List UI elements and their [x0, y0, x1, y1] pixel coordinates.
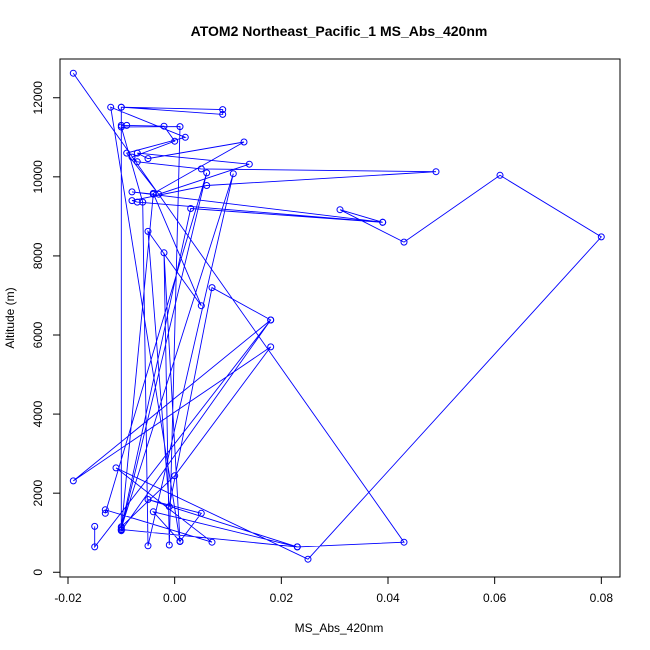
series-layer	[69, 69, 605, 563]
x-tick-label: 0.06	[483, 591, 507, 605]
data-point	[496, 171, 504, 179]
data-point	[101, 509, 109, 517]
data-point	[123, 149, 131, 157]
data-point	[144, 155, 152, 163]
data-point	[117, 123, 125, 131]
data-point	[208, 538, 216, 546]
data-point	[197, 509, 205, 517]
x-tick-label: -0.02	[54, 591, 82, 605]
data-point	[181, 133, 189, 141]
data-point	[267, 316, 275, 324]
x-axis-ticks: -0.02 0.00 0.02 0.04 0.06 0.08	[54, 577, 613, 605]
data-point	[219, 110, 227, 118]
data-point	[160, 249, 168, 257]
y-tick-label: 10000	[31, 160, 45, 194]
data-point	[133, 149, 141, 157]
data-point	[155, 190, 163, 198]
series-line	[72, 72, 603, 560]
y-tick-label: 12000	[31, 81, 45, 115]
data-point	[112, 464, 120, 472]
x-tick-label: 0.04	[376, 591, 400, 605]
data-point	[165, 503, 173, 511]
data-point	[336, 206, 344, 214]
data-point	[117, 526, 125, 534]
data-point	[69, 69, 77, 77]
data-point	[304, 555, 312, 563]
y-tick-label: 8000	[31, 242, 45, 269]
data-point	[133, 158, 141, 166]
data-point	[203, 182, 211, 189]
data-point	[128, 153, 136, 161]
data-point	[240, 138, 248, 146]
x-axis-label: MS_Abs_420nm	[295, 621, 384, 635]
data-point	[144, 496, 152, 503]
data-point	[597, 233, 605, 241]
data-point	[379, 218, 387, 226]
y-tick-label: 6000	[31, 321, 45, 348]
data-point	[91, 522, 99, 530]
data-point	[267, 343, 275, 351]
data-point	[229, 170, 237, 178]
data-point	[400, 238, 408, 246]
data-point	[149, 508, 157, 516]
y-axis-ticks: 0 2000 4000 6000 8000 10000 12000	[31, 81, 60, 576]
data-point	[432, 168, 440, 176]
data-point	[107, 103, 115, 111]
y-axis-label: Altitude (m)	[3, 287, 17, 348]
y-tick-label: 0	[31, 569, 45, 576]
data-point	[144, 542, 152, 550]
data-point	[197, 302, 205, 310]
y-tick-label: 2000	[31, 480, 45, 507]
data-point	[165, 541, 173, 549]
data-point	[208, 284, 216, 292]
points-layer	[69, 69, 605, 563]
chart-title: ATOM2 Northeast_Pacific_1 MS_Abs_420nm	[191, 23, 488, 39]
data-point	[69, 477, 77, 485]
x-tick-label: 0.00	[163, 591, 187, 605]
data-point	[293, 543, 301, 551]
data-point	[187, 205, 195, 212]
data-point	[176, 537, 184, 545]
y-tick-label: 4000	[31, 400, 45, 427]
data-point	[117, 103, 125, 111]
data-point	[144, 227, 152, 235]
x-tick-label: 0.02	[270, 591, 294, 605]
data-point	[149, 189, 157, 197]
data-point	[133, 198, 141, 206]
data-point	[197, 165, 205, 173]
x-tick-label: 0.08	[590, 591, 614, 605]
data-point	[160, 122, 168, 130]
data-point	[176, 123, 184, 131]
data-point	[128, 188, 136, 196]
data-point	[91, 543, 99, 551]
data-point	[203, 169, 211, 177]
data-point	[245, 160, 253, 168]
data-point	[219, 106, 227, 114]
data-point	[101, 506, 109, 514]
data-point	[117, 524, 125, 532]
data-point	[400, 538, 408, 546]
data-point	[139, 198, 147, 206]
data-point	[171, 472, 179, 480]
data-point	[171, 137, 179, 145]
